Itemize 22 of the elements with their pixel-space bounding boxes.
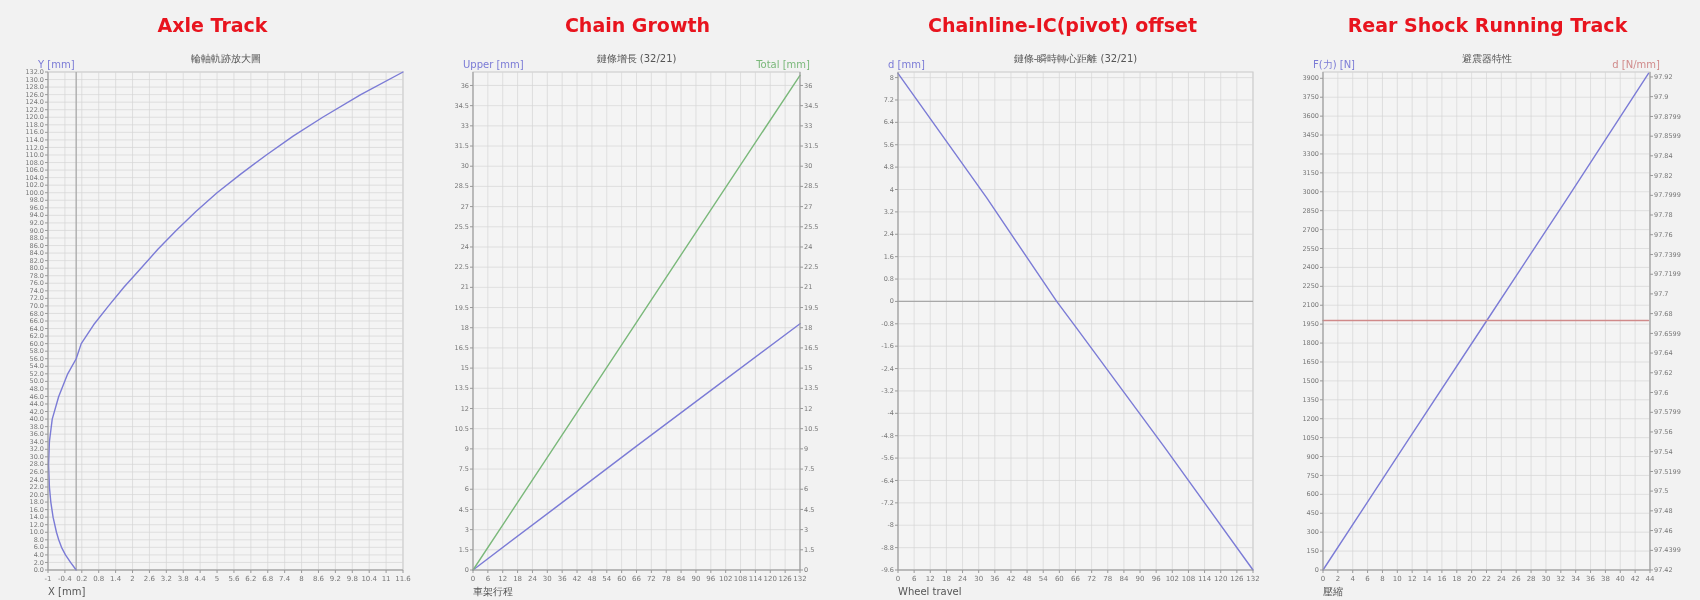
y-axis-title: F(力) [N]: [1313, 59, 1356, 70]
x-axis-title: 車架行程: [473, 586, 513, 597]
chart-title: Chain Growth: [564, 14, 711, 36]
line-series: [47, 71, 404, 571]
chart-subtitle: 避震器特性: [1461, 53, 1512, 64]
y-axis-title: Upper [mm]: [463, 59, 524, 70]
y-axis-title: d [mm]: [888, 59, 925, 70]
line-series: [472, 74, 801, 571]
chart-title: Rear Shock Running Track: [1347, 14, 1628, 36]
y2-axis-title: Total [mm]: [755, 59, 811, 70]
chart-subtitle: 鏈條-瞬時轉心距離 (32/21): [1013, 53, 1138, 64]
line-series: [897, 72, 1254, 571]
chart-title: Axle Track: [157, 14, 268, 36]
x-axis-title: X [mm]: [48, 586, 86, 597]
chart-subtitle: 鏈條增長 (32/21): [596, 53, 677, 64]
y-axis-title: Y [mm]: [37, 59, 75, 70]
y2-axis-title: d [N/mm]: [1612, 59, 1661, 70]
x-axis-title: Wheel travel: [898, 586, 962, 597]
chart-title: Chainline-IC(pivot) offset: [927, 14, 1198, 36]
x-axis-title: 壓縮: [1323, 586, 1343, 597]
line-series: [1322, 72, 1650, 571]
chart-subtitle: 輪軸軌跡放大圖: [190, 53, 261, 64]
